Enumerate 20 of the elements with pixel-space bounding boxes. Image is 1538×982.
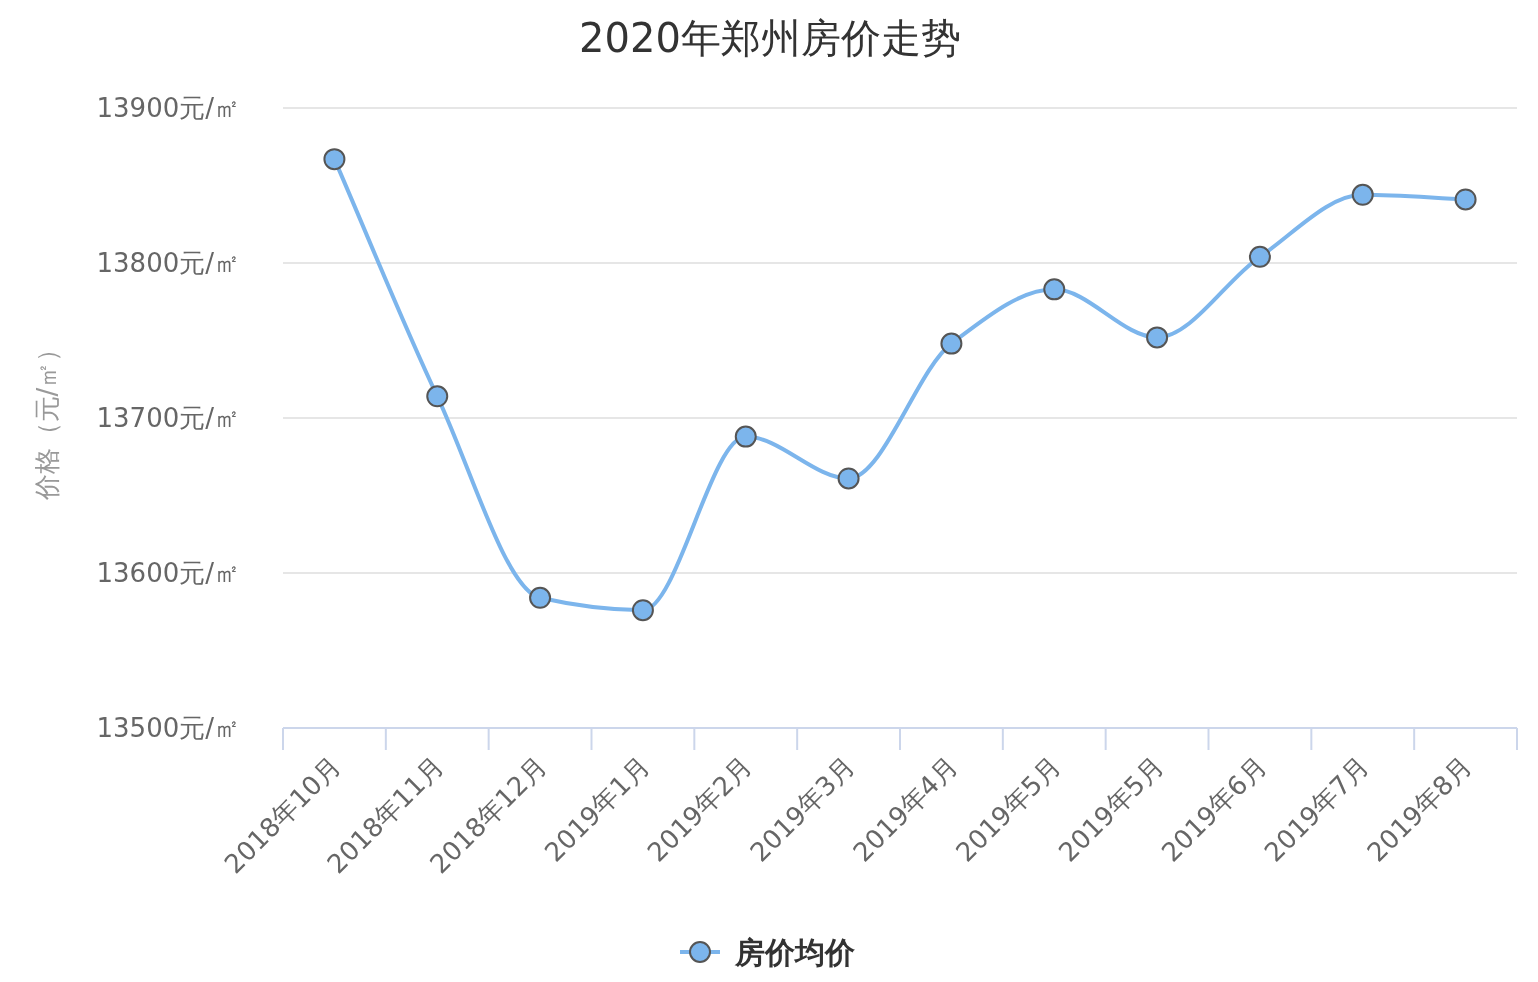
y-axis-title: 价格（元/㎡） bbox=[32, 335, 62, 502]
point bbox=[1043, 278, 1066, 301]
point bbox=[1454, 188, 1477, 211]
point bbox=[734, 425, 757, 448]
point bbox=[837, 467, 860, 490]
y-tick-label: 13800元/㎡ bbox=[96, 248, 240, 278]
legend-label: 房价均价 bbox=[734, 935, 856, 970]
y-tick-label: 13600元/㎡ bbox=[96, 558, 240, 588]
point bbox=[631, 599, 654, 622]
point bbox=[1351, 183, 1374, 206]
point bbox=[323, 148, 346, 171]
point bbox=[529, 586, 552, 609]
y-tick-label: 13500元/㎡ bbox=[96, 713, 240, 743]
chart-title: 2020年郑州房价走势 bbox=[579, 15, 961, 61]
point bbox=[1146, 326, 1169, 349]
point bbox=[426, 385, 449, 408]
point bbox=[1248, 245, 1271, 268]
point bbox=[940, 332, 963, 355]
y-tick-label: 13900元/㎡ bbox=[96, 93, 240, 123]
y-tick-label: 13700元/㎡ bbox=[96, 403, 240, 433]
